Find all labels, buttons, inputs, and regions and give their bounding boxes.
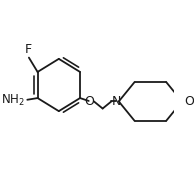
Text: NH$_2$: NH$_2$: [1, 93, 25, 108]
Text: N: N: [112, 95, 121, 108]
Text: O: O: [184, 95, 194, 108]
Text: F: F: [24, 43, 32, 56]
Text: O: O: [85, 95, 94, 108]
